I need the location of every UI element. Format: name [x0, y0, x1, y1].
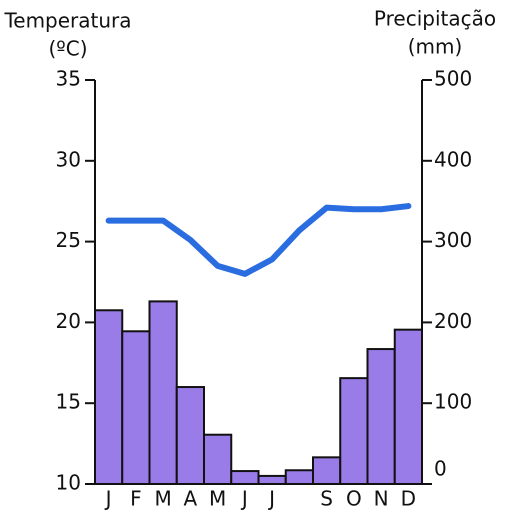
- bar: [94, 309, 124, 485]
- x-tick-label: M: [154, 487, 171, 511]
- x-tick-label: A: [184, 487, 198, 511]
- y2-tick-label: 500: [434, 67, 472, 91]
- y2-tick-label: 0: [434, 457, 447, 481]
- y2-axis-unit: (mm): [408, 35, 463, 59]
- bar: [175, 386, 205, 486]
- y2-tick-label: 100: [434, 390, 472, 414]
- x-tick-label: O: [346, 487, 362, 511]
- x-tick-label: J: [240, 487, 248, 511]
- y-tick-label: 25: [56, 228, 81, 252]
- y-tick-label: 10: [56, 471, 81, 495]
- y-tick-label: 35: [56, 67, 81, 91]
- bar: [393, 328, 423, 485]
- bar: [121, 330, 151, 485]
- bar: [312, 456, 342, 485]
- y-axis-title: Temperatura: [3, 9, 131, 33]
- x-tick-label: F: [130, 487, 142, 511]
- y2-tick-label: 400: [434, 147, 472, 171]
- y-tick-label: 20: [56, 309, 81, 333]
- y2-tick-label: 200: [434, 309, 472, 333]
- bar: [203, 433, 233, 486]
- bar: [148, 300, 178, 485]
- bar: [257, 474, 287, 486]
- bar: [339, 377, 369, 486]
- x-tick-label: D: [401, 487, 416, 511]
- y2-axis-title: Precipitação: [374, 7, 496, 31]
- y2-tick-label: 300: [434, 228, 472, 252]
- x-tick-label: S: [320, 487, 333, 511]
- y-tick-label: 15: [56, 390, 81, 414]
- x-tick-label: J: [267, 487, 275, 511]
- x-tick-label: J: [104, 487, 112, 511]
- y-tick-label: 30: [56, 147, 81, 171]
- x-tick-label: N: [374, 487, 389, 511]
- y-axis-unit: (ºC): [49, 37, 88, 61]
- x-tick-label: M: [209, 487, 226, 511]
- bar: [230, 470, 260, 485]
- temperature-line: [105, 203, 412, 277]
- bar: [366, 348, 396, 485]
- bar: [284, 469, 314, 486]
